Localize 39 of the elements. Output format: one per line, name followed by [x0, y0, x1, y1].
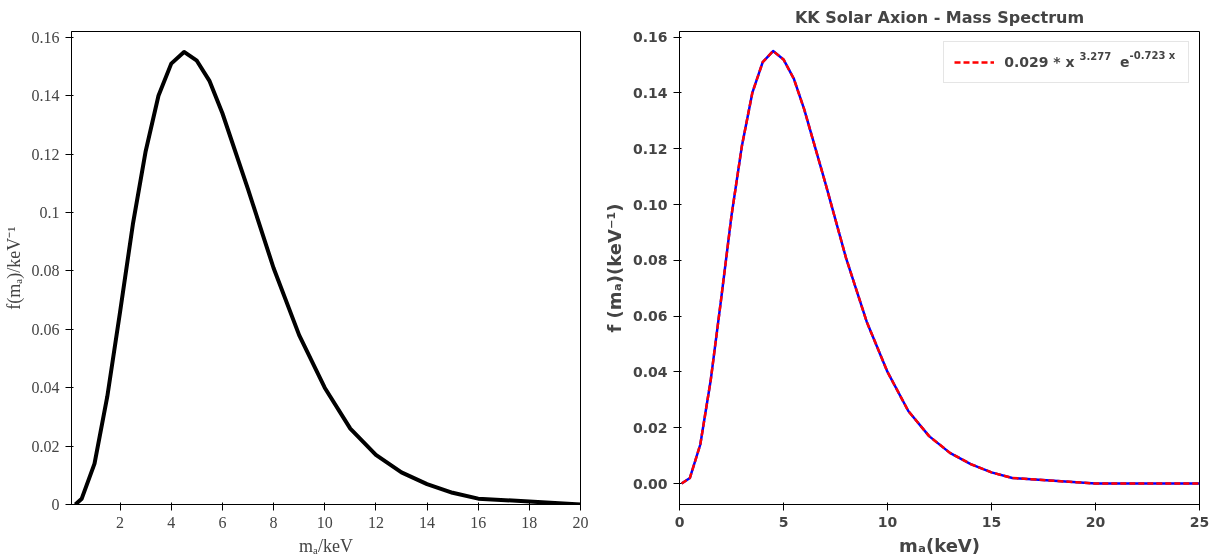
y-tick-label: 0.14	[632, 84, 668, 101]
x-tick-label: 10	[877, 513, 898, 530]
x-tick-label: 4	[167, 513, 176, 531]
y-tick-label: 0.14	[31, 87, 60, 105]
x-tick-label: 25	[1189, 513, 1210, 530]
y-tick-label: 0.12	[31, 145, 60, 163]
x-tick-label: 20	[1085, 513, 1106, 530]
x-tick-label: 0	[674, 513, 685, 530]
y-tick-label: 0.06	[31, 320, 60, 338]
x-tick-label: 10	[316, 513, 333, 531]
x-tick-label: 6	[218, 513, 227, 531]
y-tick-label: 0.04	[632, 363, 668, 380]
x-axis-title: mₐ(keV)	[898, 534, 981, 556]
x-tick-label: 8	[269, 513, 278, 531]
y-tick-label: 0.02	[632, 419, 668, 436]
y-tick-label: 0.08	[31, 262, 60, 280]
x-tick-label: 20	[572, 513, 589, 531]
y-tick-label: 0.00	[632, 475, 668, 492]
x-tick-label: 2	[116, 513, 125, 531]
y-axis-title: f(mₐ)/keV⁻¹	[3, 226, 25, 310]
x-tick-label: 12	[367, 513, 384, 531]
y-tick-label: 0.12	[632, 140, 668, 157]
x-tick-label: 16	[470, 513, 487, 531]
y-tick-label: 0.16	[632, 29, 668, 46]
y-tick-label: 0.16	[31, 28, 60, 46]
y-tick-label: 0.06	[632, 308, 668, 325]
x-tick-label: 15	[981, 513, 1002, 530]
y-tick-label: 0.02	[31, 437, 60, 455]
x-tick-label: 14	[419, 513, 436, 531]
x-tick-label: 5	[778, 513, 789, 530]
y-tick-label: 0	[51, 496, 60, 513]
x-axis-title: mₐ/keV	[299, 535, 353, 556]
y-tick-label: 0.04	[31, 379, 60, 397]
x-tick-label: 18	[521, 513, 538, 531]
y-tick-label: 0.10	[632, 196, 668, 213]
chart-title: KK Solar Axion - Mass Spectrum	[794, 7, 1085, 27]
y-tick-label: 0.1	[39, 204, 60, 222]
y-tick-label: 0.08	[632, 252, 668, 269]
y-axis-title: f (mₐ)(keV⁻¹)	[603, 203, 625, 333]
